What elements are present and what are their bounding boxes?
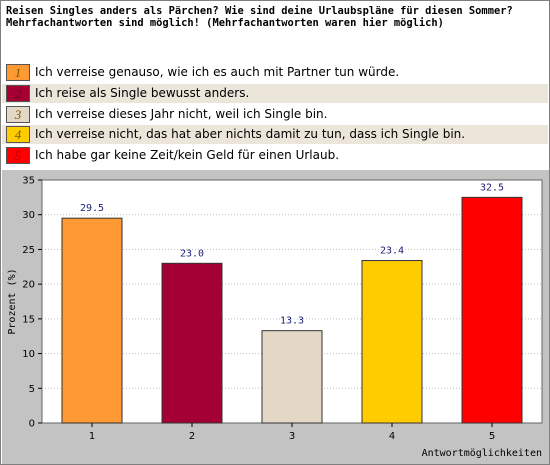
bar-value-label: 29.5: [80, 203, 104, 214]
bar-chart: 0 5 10 15 20 25 30 35 Prozent (%) 29.5 1 23.0 2 13.3 3…: [2, 170, 549, 464]
legend-swatch: 4: [6, 126, 30, 143]
legend-text: Ich reise als Single bewusst anders.: [35, 86, 250, 100]
bar: [461, 196, 523, 424]
legend-row: 3 Ich verreise dieses Jahr nicht, weil i…: [2, 105, 548, 124]
bar-value-label: 23.4: [380, 246, 404, 257]
legend-swatch: 2: [6, 85, 30, 102]
legend-row: 1 Ich verreise genauso, wie ich es auch …: [2, 63, 548, 82]
bar-value-label: 32.5: [480, 182, 504, 193]
legend-row: 2 Ich reise als Single bewusst anders.: [2, 84, 548, 103]
legend-text: Ich verreise dieses Jahr nicht, weil ich…: [35, 107, 328, 121]
bar-value-label: 13.3: [280, 316, 304, 327]
legend-text: Ich verreise genauso, wie ich es auch mi…: [35, 65, 400, 79]
poll-question: Reisen Singles anders als Pärchen? Wie s…: [6, 5, 513, 29]
y-tick-label: 30: [22, 210, 35, 221]
bar-value-label: 23.0: [180, 248, 204, 259]
bar: [161, 262, 223, 424]
legend-swatch: 3: [6, 106, 30, 123]
legend-swatch: 1: [6, 64, 30, 81]
x-tick-label: 1: [89, 431, 95, 442]
legend-row: 5 Ich habe gar keine Zeit/kein Geld für …: [2, 146, 548, 165]
legend-text: Ich habe gar keine Zeit/kein Geld für ei…: [35, 148, 340, 162]
x-tick-label: 4: [389, 431, 395, 442]
legend-row: 4 Ich verreise nicht, das hat aber nicht…: [2, 125, 548, 144]
bar: [361, 260, 423, 424]
y-tick-label: 25: [22, 245, 35, 256]
y-axis-label: Prozent (%): [7, 268, 18, 334]
y-tick-label: 20: [22, 280, 35, 291]
bar: [261, 330, 323, 424]
bar: [61, 217, 123, 424]
y-tick-label: 35: [22, 176, 35, 187]
x-tick-label: 5: [489, 431, 495, 442]
y-tick-label: 5: [29, 384, 35, 395]
x-tick-label: 3: [289, 431, 295, 442]
legend-text: Ich verreise nicht, das hat aber nichts …: [35, 127, 466, 141]
x-axis-label: Antwortmöglichkeiten: [422, 448, 542, 459]
legend-swatch: 5: [6, 147, 30, 164]
y-tick-label: 0: [29, 419, 35, 430]
x-tick-label: 2: [189, 431, 195, 442]
y-tick-label: 15: [22, 314, 35, 325]
y-tick-label: 10: [22, 349, 35, 360]
